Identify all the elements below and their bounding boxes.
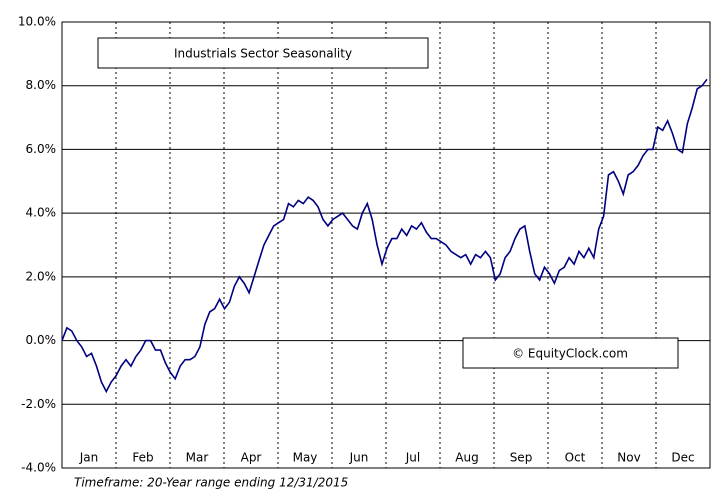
data-line	[61, 78, 708, 394]
x-tick-label: Apr	[241, 451, 262, 465]
x-tick-label: Oct	[565, 451, 586, 465]
y-tick-label: 4.0%	[26, 206, 57, 220]
x-tick-label: Jan	[79, 451, 99, 465]
x-tick-label: Feb	[132, 451, 153, 465]
x-tick-label: Nov	[617, 451, 640, 465]
y-tick-label: 10.0%	[18, 15, 56, 29]
title-box	[97, 37, 429, 69]
x-tick-label: Dec	[671, 451, 694, 465]
watermark-box	[462, 337, 679, 369]
x-tick-label: Mar	[186, 451, 209, 465]
x-tick-label: Jun	[349, 451, 369, 465]
y-tick-label: 6.0%	[26, 142, 57, 156]
footnote: Timeframe: 20-Year range ending 12/31/20…	[74, 476, 348, 490]
x-tick-label: Aug	[455, 451, 478, 465]
x-tick-label: Sep	[510, 451, 533, 465]
x-tick-label: Jul	[405, 451, 420, 465]
y-tick-label: 8.0%	[26, 78, 57, 92]
y-tick-label: -4.0%	[21, 461, 56, 475]
x-tick-label: May	[293, 451, 318, 465]
y-tick-label: -2.0%	[21, 397, 56, 411]
chart-title: Industrials Sector Seasonality	[174, 47, 352, 61]
watermark: © EquityClock.com	[512, 347, 628, 361]
y-tick-label: 2.0%	[26, 269, 57, 283]
y-tick-label: 0.0%	[26, 333, 57, 347]
